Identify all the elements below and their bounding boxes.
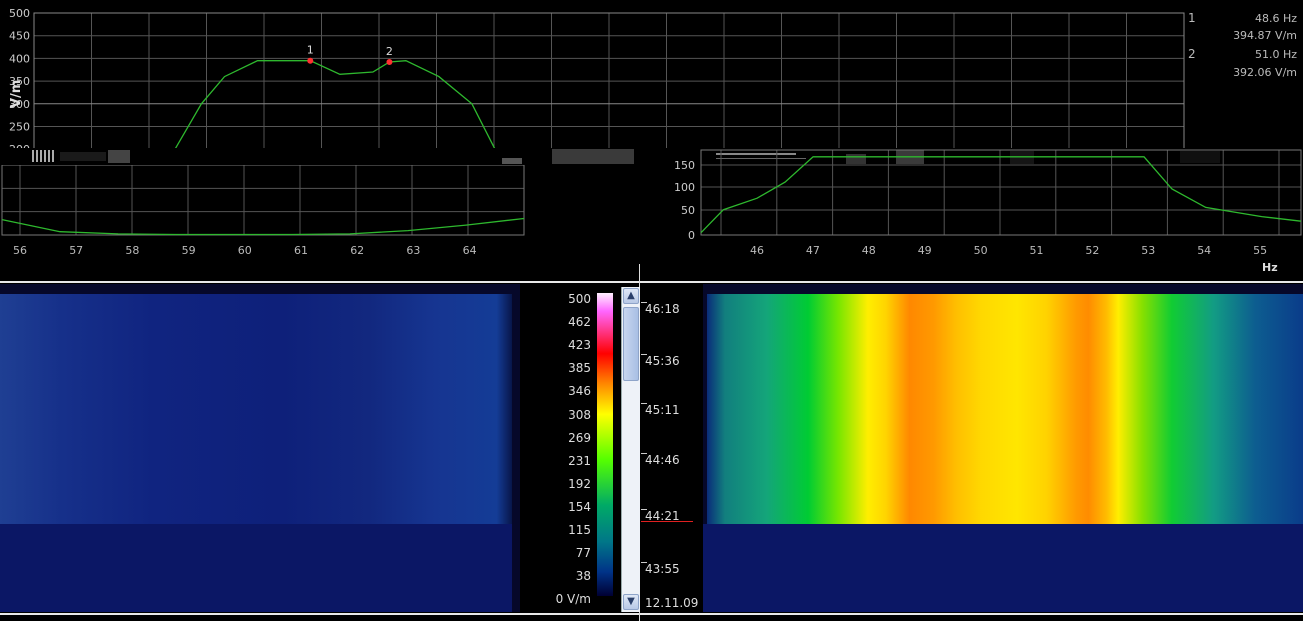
top-y-tick: 450 [9,30,30,43]
colorbar-label: 423 [568,338,591,353]
chevron-down-icon: ▼ [627,596,635,607]
marker-point[interactable] [386,59,393,66]
right-x-tick: 47 [806,244,820,257]
right-y-tick: 100 [674,181,695,194]
time-tick-mark [641,354,647,355]
colorbar-label: 192 [568,476,591,491]
top-y-tick: 350 [9,75,30,88]
top-y-tick: 500 [9,7,30,20]
right-x-tick: 55 [1253,244,1267,257]
left-waterfall [0,284,520,612]
colorbar-label: 385 [568,361,591,376]
colorbar-label: 38 [575,569,591,584]
time-label: 45:11 [645,403,680,417]
right-x-tick: 54 [1197,244,1211,257]
left-x-tick: 59 [182,244,196,257]
colorbar-label: 77 [575,546,591,561]
top-y-tick: 400 [9,52,30,65]
colorbar-label: 346 [568,384,591,399]
colorbar-panel: 500 462 423 385 346 308 269 231 192 154 115 77 38 0 V… [545,284,621,612]
right-y-tick: 150 [674,159,695,172]
colorbar-label: 462 [568,315,591,330]
left-x-tick: 56 [13,244,27,257]
marker-label: 2 [386,45,393,58]
left-waterfall-empty [0,524,512,612]
top-spectrum-line [174,60,496,150]
marker-label: 1 [307,44,314,57]
left-lower-line [1,217,525,236]
right-waterfall [703,284,1303,612]
time-tick-mark [641,302,647,303]
left-lower-svg: 56 57 58 59 60 61 62 63 64 [1,164,525,257]
marker-2-id: 2 [1188,47,1196,61]
time-label: 43:55 [645,562,680,576]
colorbar-labels: 500 462 423 385 346 308 269 231 192 154 115 77 38 0 V… [551,284,591,612]
right-lower-line [700,156,1302,234]
time-label: 45:36 [645,354,680,368]
time-tick-mark [641,453,647,454]
top-ylabel: V/m [9,80,24,108]
time-label: 44:46 [645,453,680,467]
top-spectrum-svg: 500450400350300250200 V/m 12 [0,0,1303,156]
right-y-tick: 0 [688,229,695,242]
top-spectrum-chart: 500450400350300250200 V/m 12 [0,0,1303,156]
marker-point[interactable] [307,57,314,64]
colorbar-label: 308 [568,407,591,422]
colorbar-label: 0 V/m [555,592,591,607]
top-y-tick: 300 [9,98,30,111]
time-tick-mark [641,509,647,510]
time-tick-mark [641,403,647,404]
time-axis: 46:18 45:36 45:11 44:46 44:21 43:55 [641,284,707,612]
left-lower-chart: 56 57 58 59 60 61 62 63 64 [0,164,530,260]
right-x-tick: 48 [862,244,876,257]
divider-line [0,281,1303,283]
right-lower-svg: 150 100 50 0 46 47 48 49 50 51 52 53 54 55 Hz [674,149,1302,274]
right-x-tick: 46 [750,244,764,257]
right-x-tick: 50 [974,244,988,257]
right-waterfall-empty [703,524,1303,612]
left-x-tick: 63 [406,244,420,257]
right-lower-chart: 150 100 50 0 46 47 48 49 50 51 52 53 54 55 Hz [664,145,1303,275]
left-x-tick: 62 [350,244,364,257]
left-x-tick: 58 [125,244,139,257]
colorbar-label: 500 [568,292,591,306]
marker-1-id: 1 [1188,11,1196,25]
time-label: 44:21 [645,509,680,523]
right-y-tick: 50 [681,204,695,217]
colorbar-label: 231 [568,453,591,468]
left-x-tick: 60 [238,244,252,257]
time-label: 46:18 [645,302,680,316]
right-x-tick: 51 [1030,244,1044,257]
left-x-tick: 64 [463,244,477,257]
colorbar-label: 115 [568,523,591,537]
marker-2-freq: 51.0 Hz [1254,48,1297,61]
right-waterfall-data [707,294,1303,524]
right-x-tick: 49 [918,244,932,257]
time-tick-mark [641,562,647,563]
top-y-tick: 250 [9,121,30,134]
right-lower-x-unit: Hz [1262,261,1278,274]
marker-1-level: 394.87 V/m [1233,29,1297,42]
current-time-marker [641,521,693,522]
chevron-up-icon: ▲ [627,290,635,301]
right-x-tick: 52 [1085,244,1099,257]
scrollbar-thumb[interactable] [623,307,639,381]
left-x-tick: 57 [69,244,83,257]
right-x-tick: 53 [1141,244,1155,257]
scroll-up-button[interactable]: ▲ [623,288,639,304]
scroll-down-button[interactable]: ▼ [623,594,639,610]
left-waterfall-data [0,294,512,524]
colorbar-gradient [597,293,613,596]
colorbar-label: 269 [568,430,591,445]
colorbar-label: 154 [568,499,591,514]
marker-1-freq: 48.6 Hz [1254,12,1297,25]
redraw-artifact-band [0,148,1303,165]
left-x-tick: 61 [294,244,308,257]
divider-line-bottom [0,613,1303,615]
marker-2-level: 392.06 V/m [1233,66,1297,79]
waterfall-scrollbar[interactable]: ▲ ▼ [621,287,640,612]
